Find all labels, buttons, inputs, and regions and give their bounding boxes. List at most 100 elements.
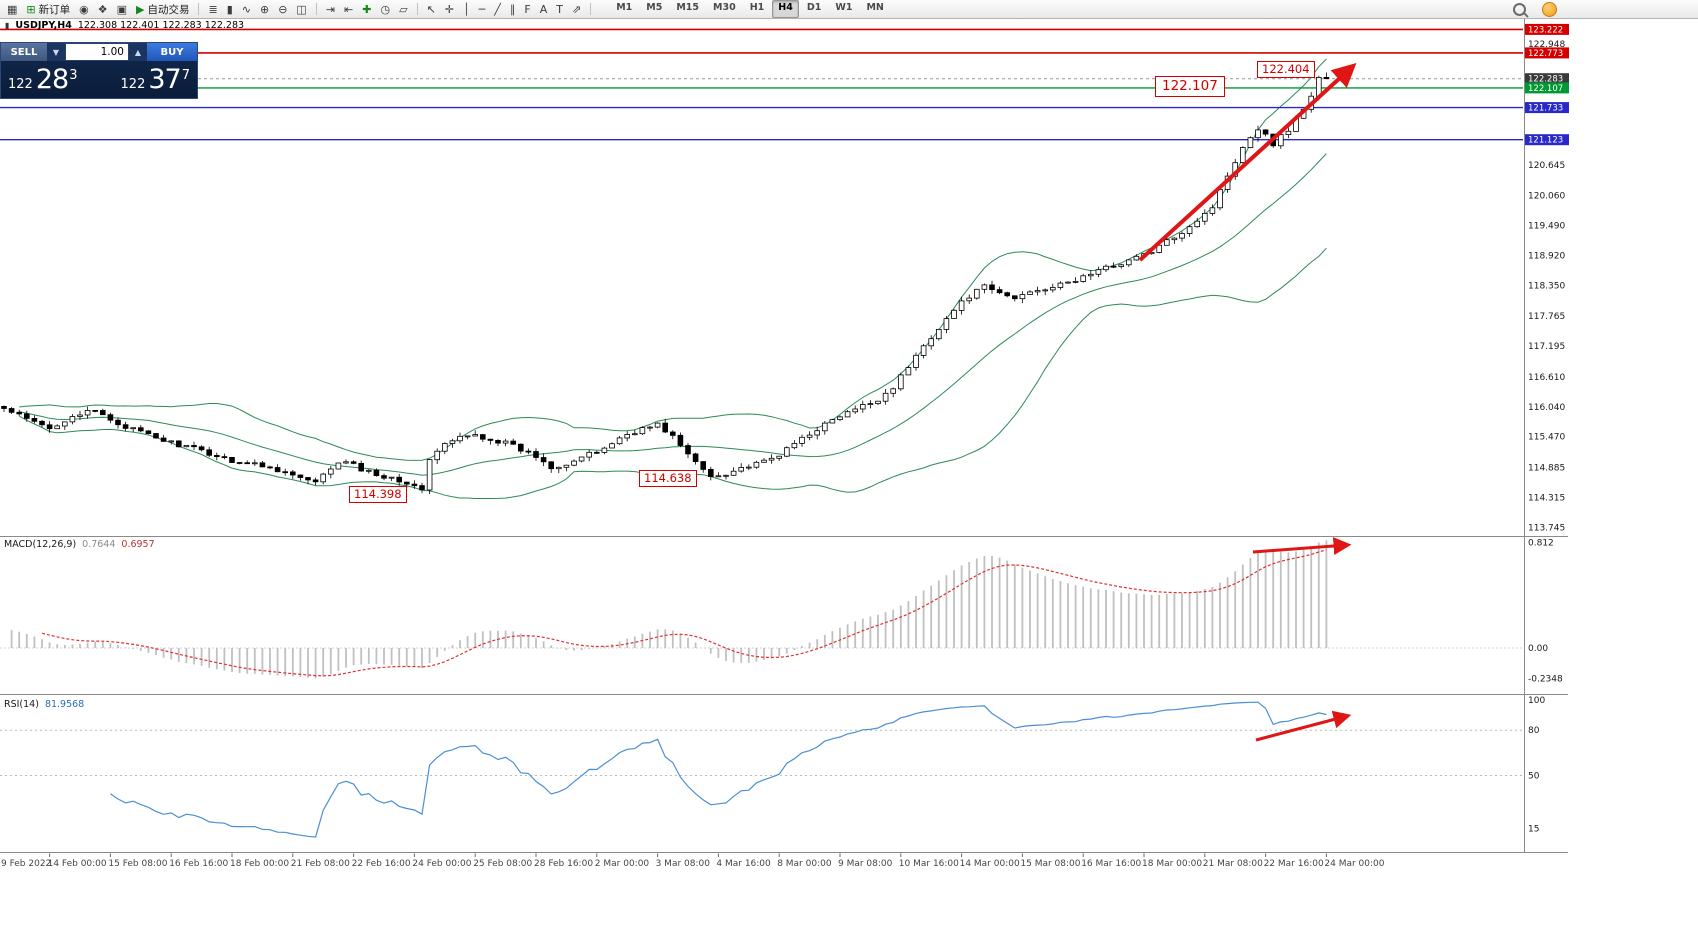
svg-text:116.040: 116.040: [1528, 403, 1565, 413]
svg-text:114.885: 114.885: [1528, 464, 1565, 474]
svg-text:100: 100: [1528, 696, 1545, 706]
price-callout-114.398[interactable]: 114.398: [349, 486, 407, 503]
fibonacci-retracement-button[interactable]: F: [520, 0, 534, 18]
chart-ohlc-values: 122.308 122.401 122.283 122.283: [77, 20, 245, 31]
horizontal-line-button[interactable]: ─: [475, 0, 490, 18]
rsi-value: 81.9568: [44, 699, 85, 710]
price-callout-114.638[interactable]: 114.638: [639, 470, 697, 487]
buy-price-display[interactable]: 122 37 7: [121, 64, 190, 95]
cursor-button[interactable]: ↖: [423, 0, 440, 18]
timeframe-w1-button[interactable]: W1: [835, 2, 853, 13]
zoom-out-button[interactable]: ⊖: [274, 0, 291, 18]
svg-text:21 Mar 08:00: 21 Mar 08:00: [1203, 859, 1263, 869]
indicators-list-icon: ✚: [362, 2, 372, 16]
text-button[interactable]: A: [536, 0, 552, 18]
svg-text:117.765: 117.765: [1528, 312, 1565, 322]
timeframe-m1-button[interactable]: M1: [616, 2, 633, 13]
templates-icon: ▱: [399, 2, 408, 16]
timeframe-m15-button[interactable]: M15: [676, 2, 700, 13]
volume-decrease-button[interactable]: ▼: [47, 43, 65, 61]
timeframe-m5-button[interactable]: M5: [646, 2, 663, 13]
tile-windows-button[interactable]: ◫: [292, 0, 310, 18]
notification-icon[interactable]: [1542, 1, 1557, 17]
sell-price-display[interactable]: 122 28 3: [8, 64, 77, 95]
macd-axis: 0.812 0.00 -0.2348: [1528, 538, 1563, 684]
equidistant-channel-icon: ∥: [509, 2, 516, 16]
svg-text:0.812: 0.812: [1528, 538, 1554, 548]
auto-scroll-button[interactable]: ⇥: [322, 0, 339, 18]
sell-price-point: 3: [69, 68, 78, 83]
rsi-axis: 100 80 50 15: [1528, 696, 1545, 834]
svg-text:50: 50: [1528, 772, 1540, 782]
svg-text:18 Mar 00:00: 18 Mar 00:00: [1142, 859, 1202, 869]
svg-text:115.470: 115.470: [1528, 433, 1565, 443]
trend-arrow-1[interactable]: [1138, 62, 1357, 262]
timeframe-h4-button[interactable]: H4: [772, 0, 799, 18]
one-click-trading-panel: SELL ▼ ▲ BUY 122 28 3 122 37 7: [0, 42, 198, 99]
crosshair-button[interactable]: ✛: [441, 0, 458, 18]
svg-text:3 Mar 08:00: 3 Mar 08:00: [656, 859, 711, 869]
new-chart-button[interactable]: ▦: [3, 0, 21, 18]
timeframe-d1-button[interactable]: D1: [806, 2, 822, 13]
volume-input[interactable]: [65, 43, 129, 61]
svg-text:122.773: 122.773: [1528, 49, 1563, 59]
toolbar-separator: [590, 3, 592, 15]
svg-text:21 Feb 08:00: 21 Feb 08:00: [291, 859, 350, 869]
bar-chart-mode-icon: ≣: [208, 2, 218, 16]
svg-text:122.283: 122.283: [1528, 75, 1563, 85]
toolbar-right-icons: [1513, 1, 1557, 17]
panel-dividers: [0, 18, 1568, 853]
new-order-button[interactable]: ⊞ 新订单: [22, 0, 74, 18]
autotrading-label: 自动交易: [147, 3, 190, 16]
trend-arrow-3[interactable]: [1255, 710, 1352, 742]
search-icon[interactable]: [1513, 2, 1526, 16]
volume-increase-button[interactable]: ▲: [129, 43, 147, 61]
tile-windows-icon: ◫: [296, 2, 307, 16]
templates-button[interactable]: ▱: [395, 0, 411, 18]
candlestick-mode-button[interactable]: ▮: [223, 0, 237, 18]
autotrading-button[interactable]: ▶ 自动交易: [132, 0, 193, 18]
arrows-tool-button[interactable]: ⇗: [568, 0, 585, 18]
buy-button[interactable]: BUY: [147, 43, 197, 61]
timeframe-h1-button[interactable]: H1: [749, 2, 765, 13]
price-tag-122.283: [1525, 73, 1569, 85]
trendline-icon: ╱: [494, 2, 501, 16]
svg-text:114.315: 114.315: [1528, 493, 1565, 503]
main-toolbar: ▦ ⊞ 新订单 ◉ ❖ ▣ ▶ 自动交易 ≣ ▮ ∿ ⊕ ⊖ ◫ ⇥ ⇤ ✚ ◷ ▱ ↖ ✛ │ ─ ╱ ∥ F A T ⇗ M1 M5 M1…: [0, 0, 1698, 19]
periods-icon: ◷: [380, 2, 391, 16]
bar-chart-mode-button[interactable]: ≣: [204, 0, 221, 18]
text-icon: A: [539, 2, 548, 16]
new-chart-icon: ▦: [7, 2, 18, 16]
zoom-in-button[interactable]: ⊕: [256, 0, 273, 18]
crosshair-icon: ✛: [444, 2, 454, 16]
svg-text:25 Feb 08:00: 25 Feb 08:00: [473, 859, 532, 869]
periods-button[interactable]: ◷: [376, 0, 394, 18]
price-callout-122.107[interactable]: 122.107: [1155, 76, 1225, 97]
timeframe-mn-button[interactable]: MN: [866, 2, 884, 13]
svg-text:18 Feb 00:00: 18 Feb 00:00: [230, 859, 289, 869]
svg-text:14 Feb 00:00: 14 Feb 00:00: [48, 859, 107, 869]
svg-text:116.610: 116.610: [1528, 373, 1565, 383]
price-callout-122.404[interactable]: 122.404: [1257, 61, 1315, 78]
trendline-button[interactable]: ╱: [490, 0, 505, 18]
mql5-community-button[interactable]: ◉: [75, 0, 93, 18]
indicators-list-button[interactable]: ✚: [358, 0, 375, 18]
price-axis[interactable]: 122.948 120.645 120.060 119.490 118.920 118.3…: [1525, 23, 1569, 534]
sell-price-pips: 28: [35, 64, 69, 95]
sell-button[interactable]: SELL: [1, 43, 47, 61]
line-chart-mode-button[interactable]: ∿: [238, 0, 255, 18]
text-label-button[interactable]: T: [552, 0, 567, 18]
cursor-icon: ↖: [426, 2, 436, 16]
economic-news-button[interactable]: ❖: [94, 0, 112, 18]
timeframe-m30-button[interactable]: M30: [713, 2, 736, 13]
vertical-line-button[interactable]: │: [459, 0, 474, 18]
toolbar-separator: [315, 3, 317, 15]
terminal-window-button[interactable]: ▣: [113, 0, 131, 18]
price-tag-122.107: [1525, 82, 1569, 94]
equidistant-channel-button[interactable]: ∥: [506, 0, 520, 18]
chart-shift-button[interactable]: ⇤: [340, 0, 357, 18]
economic-news-icon: ❖: [97, 2, 108, 16]
trend-arrow-2[interactable]: [1252, 537, 1352, 555]
